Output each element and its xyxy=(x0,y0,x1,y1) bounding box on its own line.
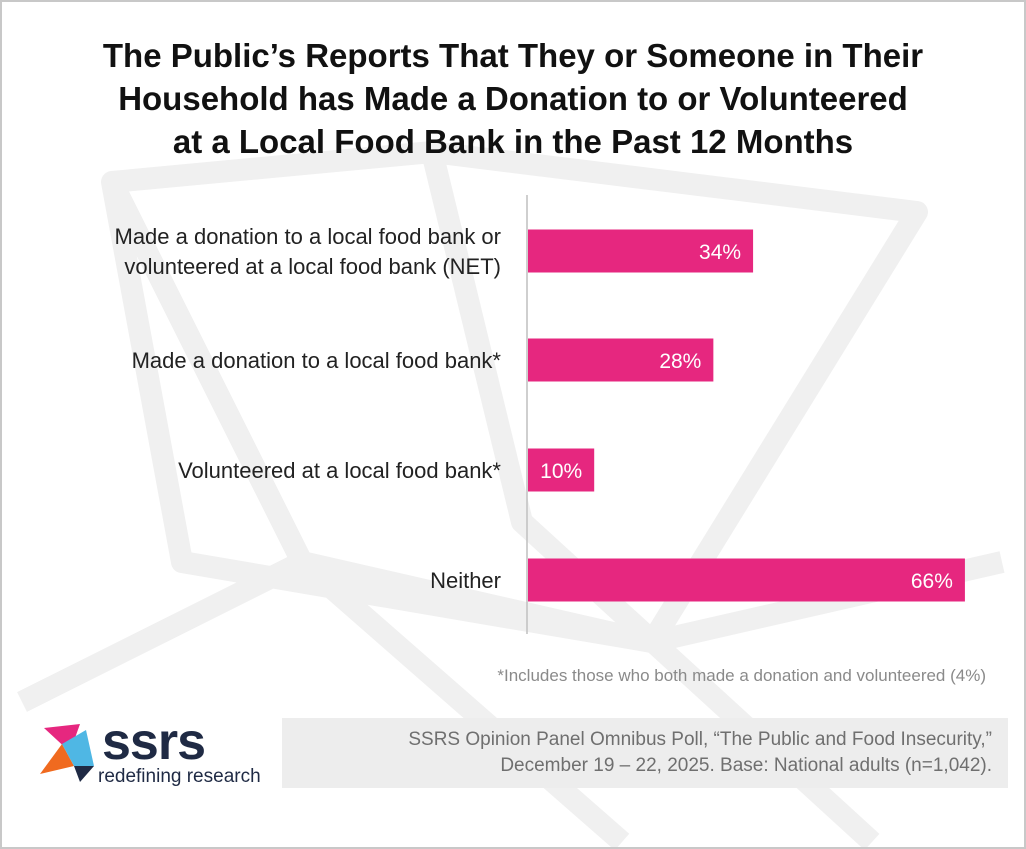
data-label: 10% xyxy=(540,460,582,483)
bar xyxy=(528,229,754,273)
chart-title: The Public’s Reports That They or Someon… xyxy=(22,34,1004,163)
data-label: 66% xyxy=(911,570,953,593)
bar xyxy=(528,448,595,492)
data-label: 28% xyxy=(659,350,701,373)
ssrs-logo: ssrs redefining research xyxy=(40,713,270,792)
category-label: Made a donation to a local food bank* xyxy=(132,348,502,373)
category-label: Made a donation to a local food bank or xyxy=(115,224,502,249)
logo-tagline: redefining research xyxy=(98,766,261,787)
ssrs-logo-mark-icon xyxy=(40,724,94,782)
title-line: Household has Made a Donation to or Volu… xyxy=(118,80,908,117)
category-label: Neither xyxy=(430,568,501,593)
category-label: volunteered at a local food bank (NET) xyxy=(124,254,501,279)
bar xyxy=(528,558,965,602)
title-line: The Public’s Reports That They or Someon… xyxy=(102,37,924,74)
data-label: 34% xyxy=(699,241,741,264)
logo-wordmark: ssrs xyxy=(102,713,206,771)
source-line: SSRS Opinion Panel Omnibus Poll, “The Pu… xyxy=(408,729,992,750)
category-label: Volunteered at a local food bank* xyxy=(178,458,501,483)
source-line: December 19 – 22, 2025. Base: National a… xyxy=(500,755,992,776)
bar xyxy=(528,338,714,382)
footnote: *Includes those who both made a donation… xyxy=(497,666,986,685)
source-note: SSRS Opinion Panel Omnibus Poll, “The Pu… xyxy=(282,718,1008,788)
title-line: at a Local Food Bank in the Past 12 Mont… xyxy=(172,123,854,160)
